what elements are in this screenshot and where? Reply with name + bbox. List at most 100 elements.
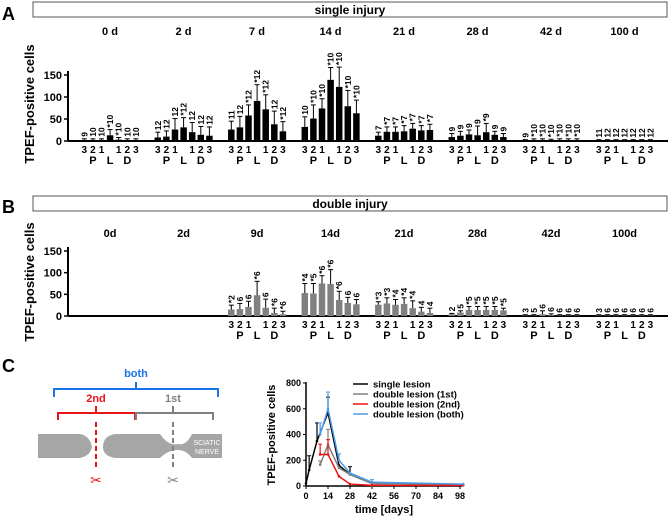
data-point	[304, 482, 308, 485]
segment-letter-L: L	[327, 155, 334, 167]
bracket-2nd	[57, 406, 136, 420]
n-label: *10	[572, 124, 582, 137]
n-label: 4	[416, 300, 426, 305]
bar	[457, 135, 464, 141]
segment-letter-P: P	[457, 330, 464, 342]
y-tick-label: 200	[286, 455, 301, 465]
n-label: 9	[498, 127, 508, 132]
x-tick-label: 98	[455, 491, 465, 501]
segment-letter-P: P	[530, 330, 537, 342]
n-label: 9	[464, 123, 474, 128]
day-label: 9d	[251, 228, 264, 240]
segment-letter-D: D	[270, 155, 278, 167]
series-line-3	[319, 405, 464, 485]
n-label: *6	[317, 265, 327, 273]
n-label: *3	[373, 291, 383, 299]
n-label: 12	[170, 107, 180, 117]
segment-number: 3	[596, 320, 602, 331]
n-label: 6	[244, 294, 254, 299]
n-label: *4	[391, 289, 401, 297]
n-label: *7	[425, 114, 435, 122]
segment-number: 2	[419, 145, 425, 156]
bar	[573, 140, 581, 141]
day-label: 42d	[542, 228, 561, 240]
segment-letter-P: P	[530, 155, 537, 167]
bar	[426, 130, 434, 141]
legend-label: single lesion	[373, 380, 431, 391]
day-label: 2d	[177, 228, 190, 240]
segment-number: 1	[483, 145, 489, 156]
x-tick-label: 28	[345, 491, 355, 501]
segment-number: 1	[246, 145, 252, 156]
legend-label: double lesion (2nd)	[373, 400, 460, 411]
segment-letter-L: L	[254, 330, 261, 342]
y-tick-label: 400	[286, 430, 301, 440]
segment-number: 1	[263, 145, 269, 156]
segment-letter-D: D	[564, 155, 572, 167]
segment-number: 1	[319, 145, 325, 156]
n-label: 9	[490, 124, 500, 129]
segment-number: 2	[458, 145, 464, 156]
n-label: 6	[235, 296, 245, 301]
segment-number: 2	[566, 145, 572, 156]
bar	[500, 310, 507, 316]
bar	[106, 135, 114, 141]
segment-number: 1	[319, 320, 325, 331]
data-point	[315, 439, 319, 443]
n-label: *12	[261, 80, 271, 93]
x-tick-label: 56	[389, 491, 399, 501]
bar	[491, 134, 499, 141]
n-label: 10	[300, 105, 310, 115]
data-point	[318, 433, 322, 436]
segment-number: 1	[336, 145, 342, 156]
segment-letter-D: D	[417, 155, 425, 167]
n-label: *5	[490, 296, 500, 304]
bar	[124, 140, 131, 141]
segment-letter-L: L	[254, 155, 261, 167]
segment-letter-D: D	[491, 330, 499, 342]
y-tick-label: 0	[56, 311, 62, 323]
segment-number: 2	[566, 320, 572, 331]
segment-letter-L: L	[548, 155, 555, 167]
bar	[301, 126, 309, 141]
bar	[539, 140, 546, 141]
n-label: 12	[620, 128, 630, 138]
bar	[383, 303, 391, 316]
y-tick-label: 50	[50, 289, 62, 301]
label-both: both	[124, 368, 148, 380]
segment-number: 2	[125, 145, 131, 156]
n-label: 4	[425, 301, 435, 306]
segment-number: 2	[384, 320, 390, 331]
sciatic-nerve	[103, 434, 222, 458]
n-label: *6	[269, 298, 279, 306]
segment-number: 2	[639, 320, 645, 331]
n-label: *10	[538, 124, 548, 137]
n-label: 12	[269, 99, 279, 109]
segment-letter-D: D	[417, 330, 425, 342]
bar	[426, 312, 434, 316]
bar	[448, 314, 456, 316]
segment-letter-P: P	[89, 155, 96, 167]
n-label: *6	[252, 271, 262, 279]
day-label: 14d	[321, 228, 340, 240]
n-label: *7	[391, 117, 401, 125]
bar	[81, 140, 88, 141]
n-label: 7	[373, 125, 383, 130]
bar	[482, 309, 490, 316]
segment-number: 1	[189, 145, 195, 156]
segment-number: 1	[410, 145, 416, 156]
segment-number: 1	[483, 320, 489, 331]
n-label: *12	[278, 107, 288, 120]
segment-number: 1	[630, 145, 636, 156]
segment-number: 3	[523, 320, 529, 331]
bar	[236, 309, 244, 316]
n-label: 12	[153, 120, 163, 130]
bar	[262, 307, 269, 316]
bar	[236, 127, 244, 141]
n-label: 12	[204, 115, 214, 125]
segment-number: 3	[596, 145, 602, 156]
segment-letter-L: L	[548, 330, 555, 342]
data-point	[307, 468, 311, 472]
n-label: 6	[602, 308, 612, 313]
segment-letter-D: D	[197, 155, 205, 167]
